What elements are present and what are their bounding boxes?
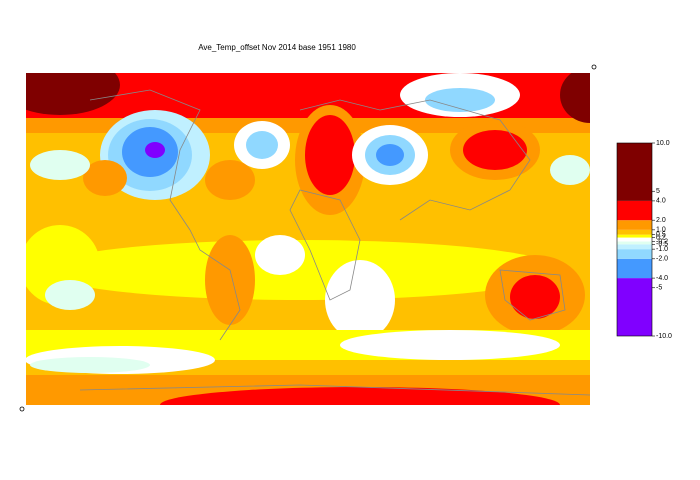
color-band	[617, 244, 652, 250]
tick-label: 2.0	[656, 217, 666, 224]
tick-label: 10.0	[656, 140, 670, 147]
tick-label: 4.0	[656, 198, 666, 205]
color-band	[617, 258, 652, 279]
tick-label: -5	[656, 285, 662, 292]
tick-label: -0.2	[656, 238, 668, 245]
color-band	[617, 237, 652, 242]
map-title: Ave_Temp_offset Nov 2014 base 1951 1980	[198, 43, 356, 52]
color-band	[617, 278, 652, 336]
color-bar: 10.0 5 4.0 2.0 1.00.50.2-0.2-0.5-1.0 -2.0 -4.0…	[616, 140, 672, 340]
color-band	[617, 143, 652, 201]
color-band	[617, 220, 652, 230]
color-band	[617, 234, 652, 238]
color-bar-frame	[616, 142, 653, 337]
color-band	[617, 229, 652, 235]
tick-label: 5	[656, 188, 660, 195]
map	[19, 64, 597, 412]
tick-label: 0.5	[656, 232, 666, 239]
tick-label: -1.0	[656, 246, 668, 253]
tick-label: -10.0	[656, 333, 672, 340]
tick-label: 0.2	[656, 234, 666, 241]
tick-label: 1.0	[656, 227, 666, 234]
tick-label: -2.0	[656, 256, 668, 263]
tick-label: -0.5	[656, 241, 668, 248]
color-band	[617, 241, 652, 245]
color-band	[617, 200, 652, 221]
tick-label: -4.0	[656, 275, 668, 282]
color-band	[617, 249, 652, 259]
